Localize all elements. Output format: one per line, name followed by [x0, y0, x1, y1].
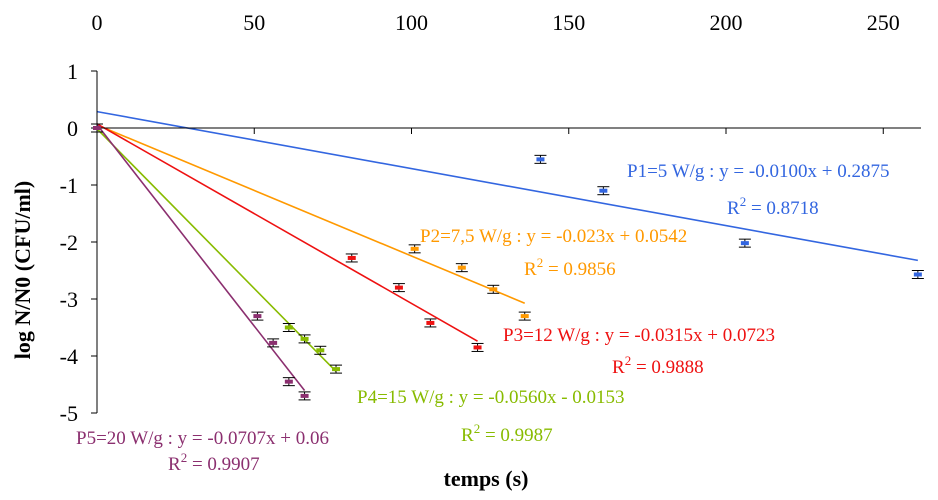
p1-r2: R2 = 0.8718 [727, 194, 819, 219]
x-tick-label: 100 [395, 10, 428, 35]
p3-data-point [345, 253, 358, 263]
p4-marker [332, 367, 341, 372]
p5-marker [284, 379, 293, 384]
p5-data-point [267, 338, 280, 348]
y-tick-label: -4 [60, 344, 78, 369]
p3-marker [347, 255, 356, 260]
data-points [91, 123, 924, 401]
p5-r2: R2 = 0.9907 [168, 450, 260, 475]
p3-data-point [424, 318, 437, 328]
p2-data-point [518, 311, 531, 321]
p2-r2: R2 = 0.9856 [524, 255, 616, 280]
y-tick-label: -3 [60, 287, 78, 312]
p4-fit-line [96, 128, 337, 373]
x-tick-label: 50 [243, 10, 265, 35]
fit-lines [96, 110, 918, 392]
p5-equation: P5=20 W/g : y = -0.0707x + 0.06 [76, 428, 329, 449]
p4-marker [284, 325, 293, 330]
p1-marker [536, 157, 545, 162]
p5-marker [269, 340, 278, 345]
p5-data-point [282, 377, 295, 387]
p3-fit-line [96, 123, 478, 342]
p3-data-point [392, 283, 405, 293]
x-tick-label: 250 [867, 10, 900, 35]
p1-data-point [738, 238, 751, 248]
p1-marker [599, 188, 608, 193]
p4-data-point [282, 323, 295, 332]
p3-marker [426, 320, 435, 325]
x-tick-label: 150 [552, 10, 585, 35]
p5-marker [93, 126, 101, 130]
p4-data-point [314, 345, 327, 355]
p1-equation: P1=5 W/g : y = -0.0100x + 0.2875 [627, 161, 889, 182]
p4-data-point [298, 334, 311, 344]
p1-fit-line [96, 110, 918, 262]
p2-marker [410, 246, 419, 251]
x-axis-title: temps (s) [444, 466, 529, 491]
p4-equation: P4=15 W/g : y = -0.0560x - 0.0153 [357, 387, 625, 408]
x-tick-label: 200 [710, 10, 743, 35]
p3-r2: R2 = 0.9888 [612, 353, 704, 378]
p5-data-point [298, 391, 311, 401]
p4-marker [316, 348, 325, 353]
p1-marker [913, 272, 922, 277]
p1-data-point [911, 269, 924, 279]
p3-marker [394, 285, 403, 290]
p3-data-point [471, 342, 484, 352]
p2-data-point [455, 263, 468, 273]
p2-marker [520, 314, 529, 319]
y-tick-label: -1 [60, 173, 78, 198]
p2-data-point [487, 284, 500, 294]
p2-marker [489, 287, 498, 292]
y-tick-label: 0 [67, 116, 78, 141]
x-tick-label: 0 [92, 10, 103, 35]
p1-data-point [597, 186, 610, 196]
p4-data-point [330, 364, 343, 374]
p4-r2: R2 = 0.9987 [461, 421, 553, 446]
p5-fit-line [96, 124, 306, 392]
p3-marker [473, 345, 482, 350]
y-tick-label: -2 [60, 230, 78, 255]
p4-marker [300, 336, 309, 341]
y-tick-label: 1 [67, 59, 78, 84]
y-tick-label: -5 [60, 401, 78, 426]
y-axis-title: log N/N0 (CFU/ml) [10, 181, 35, 359]
p5-data-point [91, 123, 103, 133]
p2-equation: P2=7,5 W/g : y = -0.023x + 0.0542 [420, 226, 687, 247]
p5-marker [300, 393, 309, 398]
p2-data-point [408, 244, 421, 254]
p5-data-point [251, 311, 264, 321]
p1-data-point [534, 154, 547, 164]
p1-marker [740, 241, 749, 246]
p5-marker [253, 314, 262, 319]
p2-fit-line [96, 124, 526, 304]
p2-marker [457, 265, 466, 270]
p3-equation: P3=12 W/g : y = -0.0315x + 0.0723 [503, 325, 775, 346]
